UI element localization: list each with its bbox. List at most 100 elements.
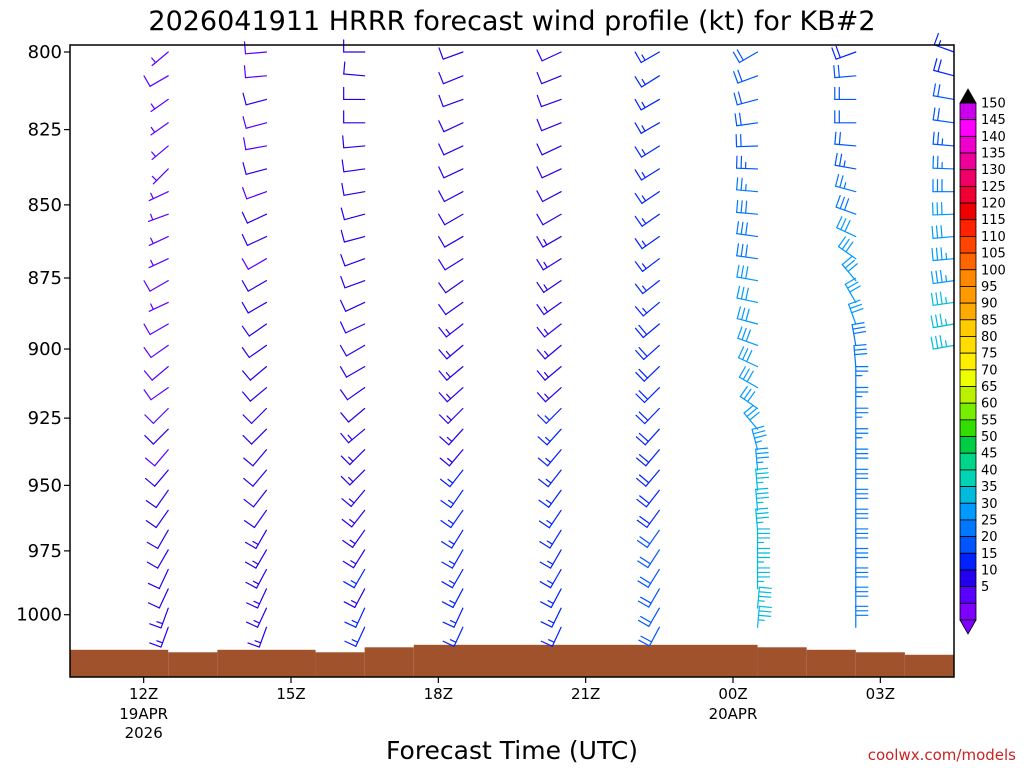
wind-barb	[933, 58, 955, 77]
wind-barb	[930, 269, 955, 285]
wind-barb	[634, 145, 660, 158]
colorbar-bin	[959, 602, 977, 621]
colorbar-label: 95	[981, 280, 998, 295]
colorbar-max-arrow	[959, 88, 977, 104]
wind-barb	[635, 407, 660, 425]
wind-barb	[636, 509, 660, 528]
wind-barb	[440, 509, 464, 529]
terrain-block	[413, 644, 758, 677]
wind-barb	[143, 344, 169, 359]
terrain-block	[806, 649, 856, 677]
wind-barb	[834, 174, 857, 193]
wind-barb	[736, 177, 759, 193]
wind-barbs	[143, 32, 955, 648]
wind-barb	[634, 258, 660, 272]
wind-barb	[147, 568, 169, 590]
wind-barb	[855, 448, 869, 471]
wind-barb	[755, 447, 770, 471]
terrain-block	[757, 647, 807, 677]
wind-barb	[735, 133, 759, 148]
wind-barb	[340, 449, 366, 466]
wind-barb	[339, 299, 366, 312]
wind-barb	[756, 528, 771, 551]
wind-barb	[539, 529, 562, 549]
wind-barb	[637, 568, 660, 588]
wind-barb	[736, 285, 759, 304]
wind-barb	[540, 607, 562, 628]
colorbar-label: 125	[981, 180, 1006, 195]
wind-barb	[243, 41, 268, 55]
wind-barb	[540, 588, 562, 609]
wind-barb	[343, 86, 366, 101]
wind-barb	[933, 32, 955, 53]
wind-barb	[340, 469, 366, 486]
wind-barb	[634, 75, 660, 88]
colorbar-bin	[959, 486, 977, 504]
wind-barb	[438, 71, 464, 85]
wind-barb	[439, 449, 464, 467]
wind-barb	[241, 233, 268, 247]
wind-barb	[438, 94, 464, 108]
terrain	[70, 644, 954, 677]
terrain-block	[168, 652, 218, 677]
colorbar-label: 80	[981, 330, 998, 345]
wind-barb	[243, 489, 268, 508]
wind-barb	[146, 529, 169, 549]
wind-barb	[439, 428, 464, 446]
wind-barb	[634, 122, 660, 134]
wind-barb	[242, 387, 268, 402]
wind-barb	[736, 243, 759, 260]
colorbar-bin	[959, 586, 977, 604]
wind-barb	[634, 213, 660, 227]
wind-barb	[855, 605, 869, 628]
colorbar-bin	[959, 452, 977, 471]
wind-barb	[932, 107, 955, 124]
colorbar-label: 40	[981, 463, 998, 478]
wind-barb	[442, 626, 464, 647]
wind-barb	[244, 529, 268, 549]
wind-barb	[932, 155, 955, 170]
colorbar-bin	[959, 469, 977, 487]
wind-barb	[536, 323, 562, 338]
wind-barb	[634, 323, 660, 339]
wind-barb	[243, 65, 268, 79]
terrain-block	[364, 647, 414, 677]
wind-barb	[636, 529, 660, 549]
x-tick-label: 00Z	[718, 685, 747, 703]
wind-barb	[634, 51, 660, 64]
wind-barb	[442, 607, 464, 628]
wind-barb	[342, 549, 366, 569]
colorbar-label: 100	[981, 263, 1006, 278]
wind-barb	[340, 407, 366, 423]
wind-barb	[635, 344, 660, 361]
colorbar-label: 5	[981, 580, 989, 595]
wind-barb	[538, 469, 562, 488]
wind-barb	[537, 407, 562, 424]
wind-barb	[340, 254, 366, 267]
wind-barb	[246, 607, 268, 628]
wind-barb	[340, 207, 366, 221]
wind-barb	[241, 258, 268, 270]
wind-barb	[438, 235, 464, 248]
wind-barb	[339, 344, 366, 357]
colorbar-label: 85	[981, 313, 998, 328]
wind-barb	[438, 120, 464, 133]
wind-barb	[341, 159, 366, 173]
terrain-block	[217, 649, 316, 677]
wind-barb	[837, 236, 857, 260]
wind-barb	[637, 588, 660, 608]
wind-barb	[930, 335, 955, 350]
wind-barb	[536, 235, 562, 248]
y-tick-label: 825	[28, 120, 62, 141]
wind-barb	[855, 468, 869, 491]
wind-barb	[855, 366, 869, 389]
wind-barb	[636, 449, 660, 467]
wind-barb	[833, 64, 857, 79]
wind-barb	[855, 407, 869, 430]
wind-barb	[755, 487, 770, 511]
wind-barb	[148, 301, 169, 312]
y-tick-label: 850	[28, 195, 62, 216]
wind-barb	[841, 256, 858, 282]
x-tick-label: 18Z	[424, 685, 453, 703]
